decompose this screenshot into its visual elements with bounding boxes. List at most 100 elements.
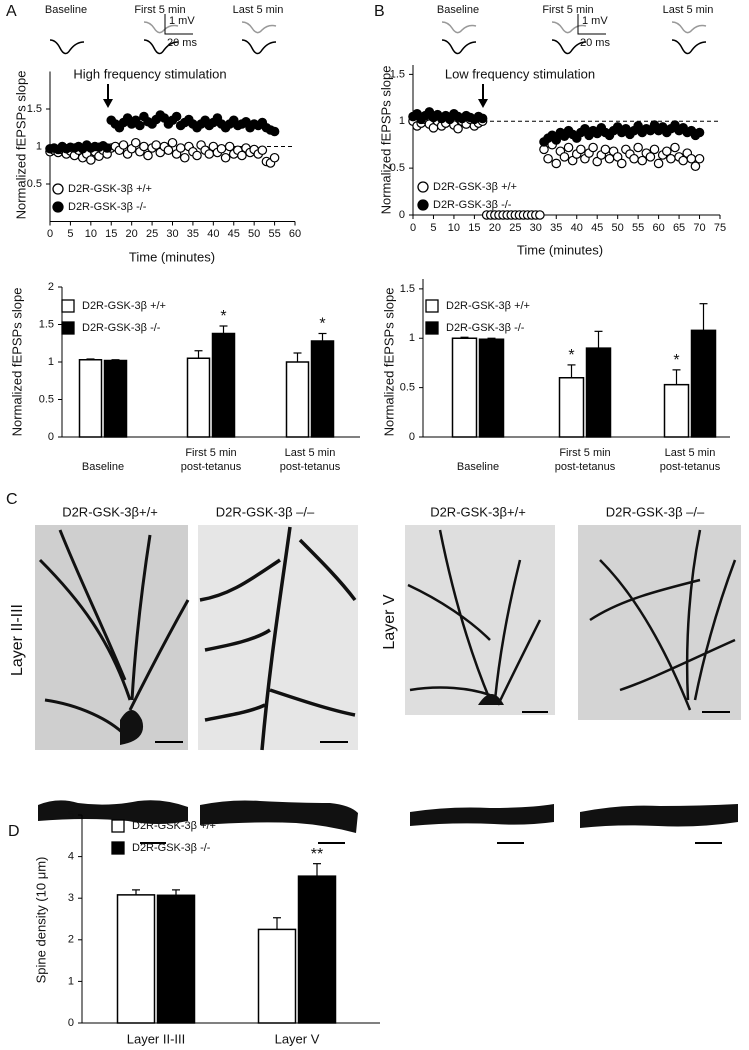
arrow-head [478,99,488,108]
trace-label: First 5 min [542,4,593,16]
legend-label: D2R-GSK-3β -/- [132,842,211,854]
y-axis-label: Normalized fEPSPs slope [381,288,396,437]
dendrite [199,526,357,751]
x-tick-label: 45 [591,222,603,234]
y-tick-label: 2 [48,281,54,293]
micrograph [35,525,188,750]
x-tick-label: 65 [673,222,685,234]
panel-label: D [8,823,20,840]
x-tick-label: 20 [489,222,501,234]
data-point [118,140,129,150]
y-tick-label: 0 [48,431,54,443]
x-tick-label: Layer II-III [127,1031,186,1046]
trace [49,39,85,55]
data-point [653,158,664,169]
y-tick-label: 0.5 [390,162,405,174]
legend-marker [52,183,64,195]
soma [478,694,504,705]
x-tick-label: 25 [146,228,158,240]
bar [585,347,612,438]
x-tick-label: 5 [430,222,436,234]
bar [211,332,236,438]
data-point [559,152,570,162]
soma [120,710,144,745]
scale-label: 20 ms [580,37,610,49]
trace [671,21,707,34]
data-point [694,127,705,138]
panel-label: B [374,3,385,20]
trace [241,39,277,55]
data-point [535,210,545,220]
legend-marker [425,321,439,335]
data-point [600,144,611,155]
trace-label: First 5 min [134,4,185,16]
spine-image [200,800,358,833]
x-tick-label: 40 [571,222,583,234]
legend-label: D2R-GSK-3β -/- [68,201,147,213]
trace-label: Baseline [437,4,479,16]
x-tick-label: 10 [448,222,460,234]
data-point [171,111,182,122]
data-point [670,142,680,153]
legend-marker [61,321,75,335]
annotation: Low frequency stimulation [445,66,595,81]
trace [551,39,587,55]
x-tick-label: 55 [268,228,280,240]
data-point [543,153,553,164]
x-tick-label: 0 [410,222,416,234]
x-tick-label: 25 [509,222,521,234]
legend-marker [417,199,429,211]
x-tick-label: post-tetanus [280,461,341,473]
legend-label: D2R-GSK-3β +/+ [446,300,530,312]
x-tick-label: 10 [85,228,97,240]
bar [186,357,211,438]
dendrite [407,529,542,706]
x-tick-label: 0 [47,228,53,240]
row-label: Layer II-III [9,604,26,676]
bar [690,329,717,438]
trace [441,21,477,34]
y-axis-label: Normalized fEPSPs slope [9,288,24,437]
x-tick-label: 15 [105,228,117,240]
x-tick-label: 45 [228,228,240,240]
panel-label: C [6,491,18,508]
data-point [257,145,268,156]
x-tick-label: 50 [612,222,624,234]
bar [257,928,297,1024]
data-point [269,152,280,163]
bar [663,383,690,438]
y-tick-label: 0.5 [27,178,42,190]
y-tick-label: 1.5 [27,103,42,115]
dendrite [38,529,190,737]
bar [297,875,337,1024]
x-axis-label: Time (minutes) [517,242,603,257]
data-point [216,143,227,154]
bar [103,359,128,438]
spine-image [580,804,738,828]
y-tick-label: 1 [68,975,74,987]
data-point [192,150,202,161]
data-point [690,161,701,172]
dendrite [589,529,737,711]
x-tick-label: 15 [468,222,480,234]
data-point [616,158,627,169]
bar [478,338,505,438]
x-tick-label: 60 [652,222,664,234]
column-header: D2R-GSK-3β+/+ [62,504,158,519]
legend-marker [425,299,439,313]
scale-bar [577,14,606,35]
scale-label: 1 mV [169,15,195,27]
trace-label: Last 5 min [233,4,284,16]
y-tick-label: 1.5 [390,68,405,80]
micrograph [405,525,555,715]
y-tick-label: 0 [409,431,415,443]
legend-label: D2R-GSK-3β -/- [433,199,512,211]
data-point [163,145,174,156]
data-point [666,153,676,164]
bar [156,894,196,1024]
trace-label: Last 5 min [663,4,714,16]
x-axis-label: Time (minutes) [129,249,215,264]
spine-image [38,800,188,824]
y-tick-label: 0.5 [39,393,54,405]
y-tick-label: 0 [399,209,405,221]
